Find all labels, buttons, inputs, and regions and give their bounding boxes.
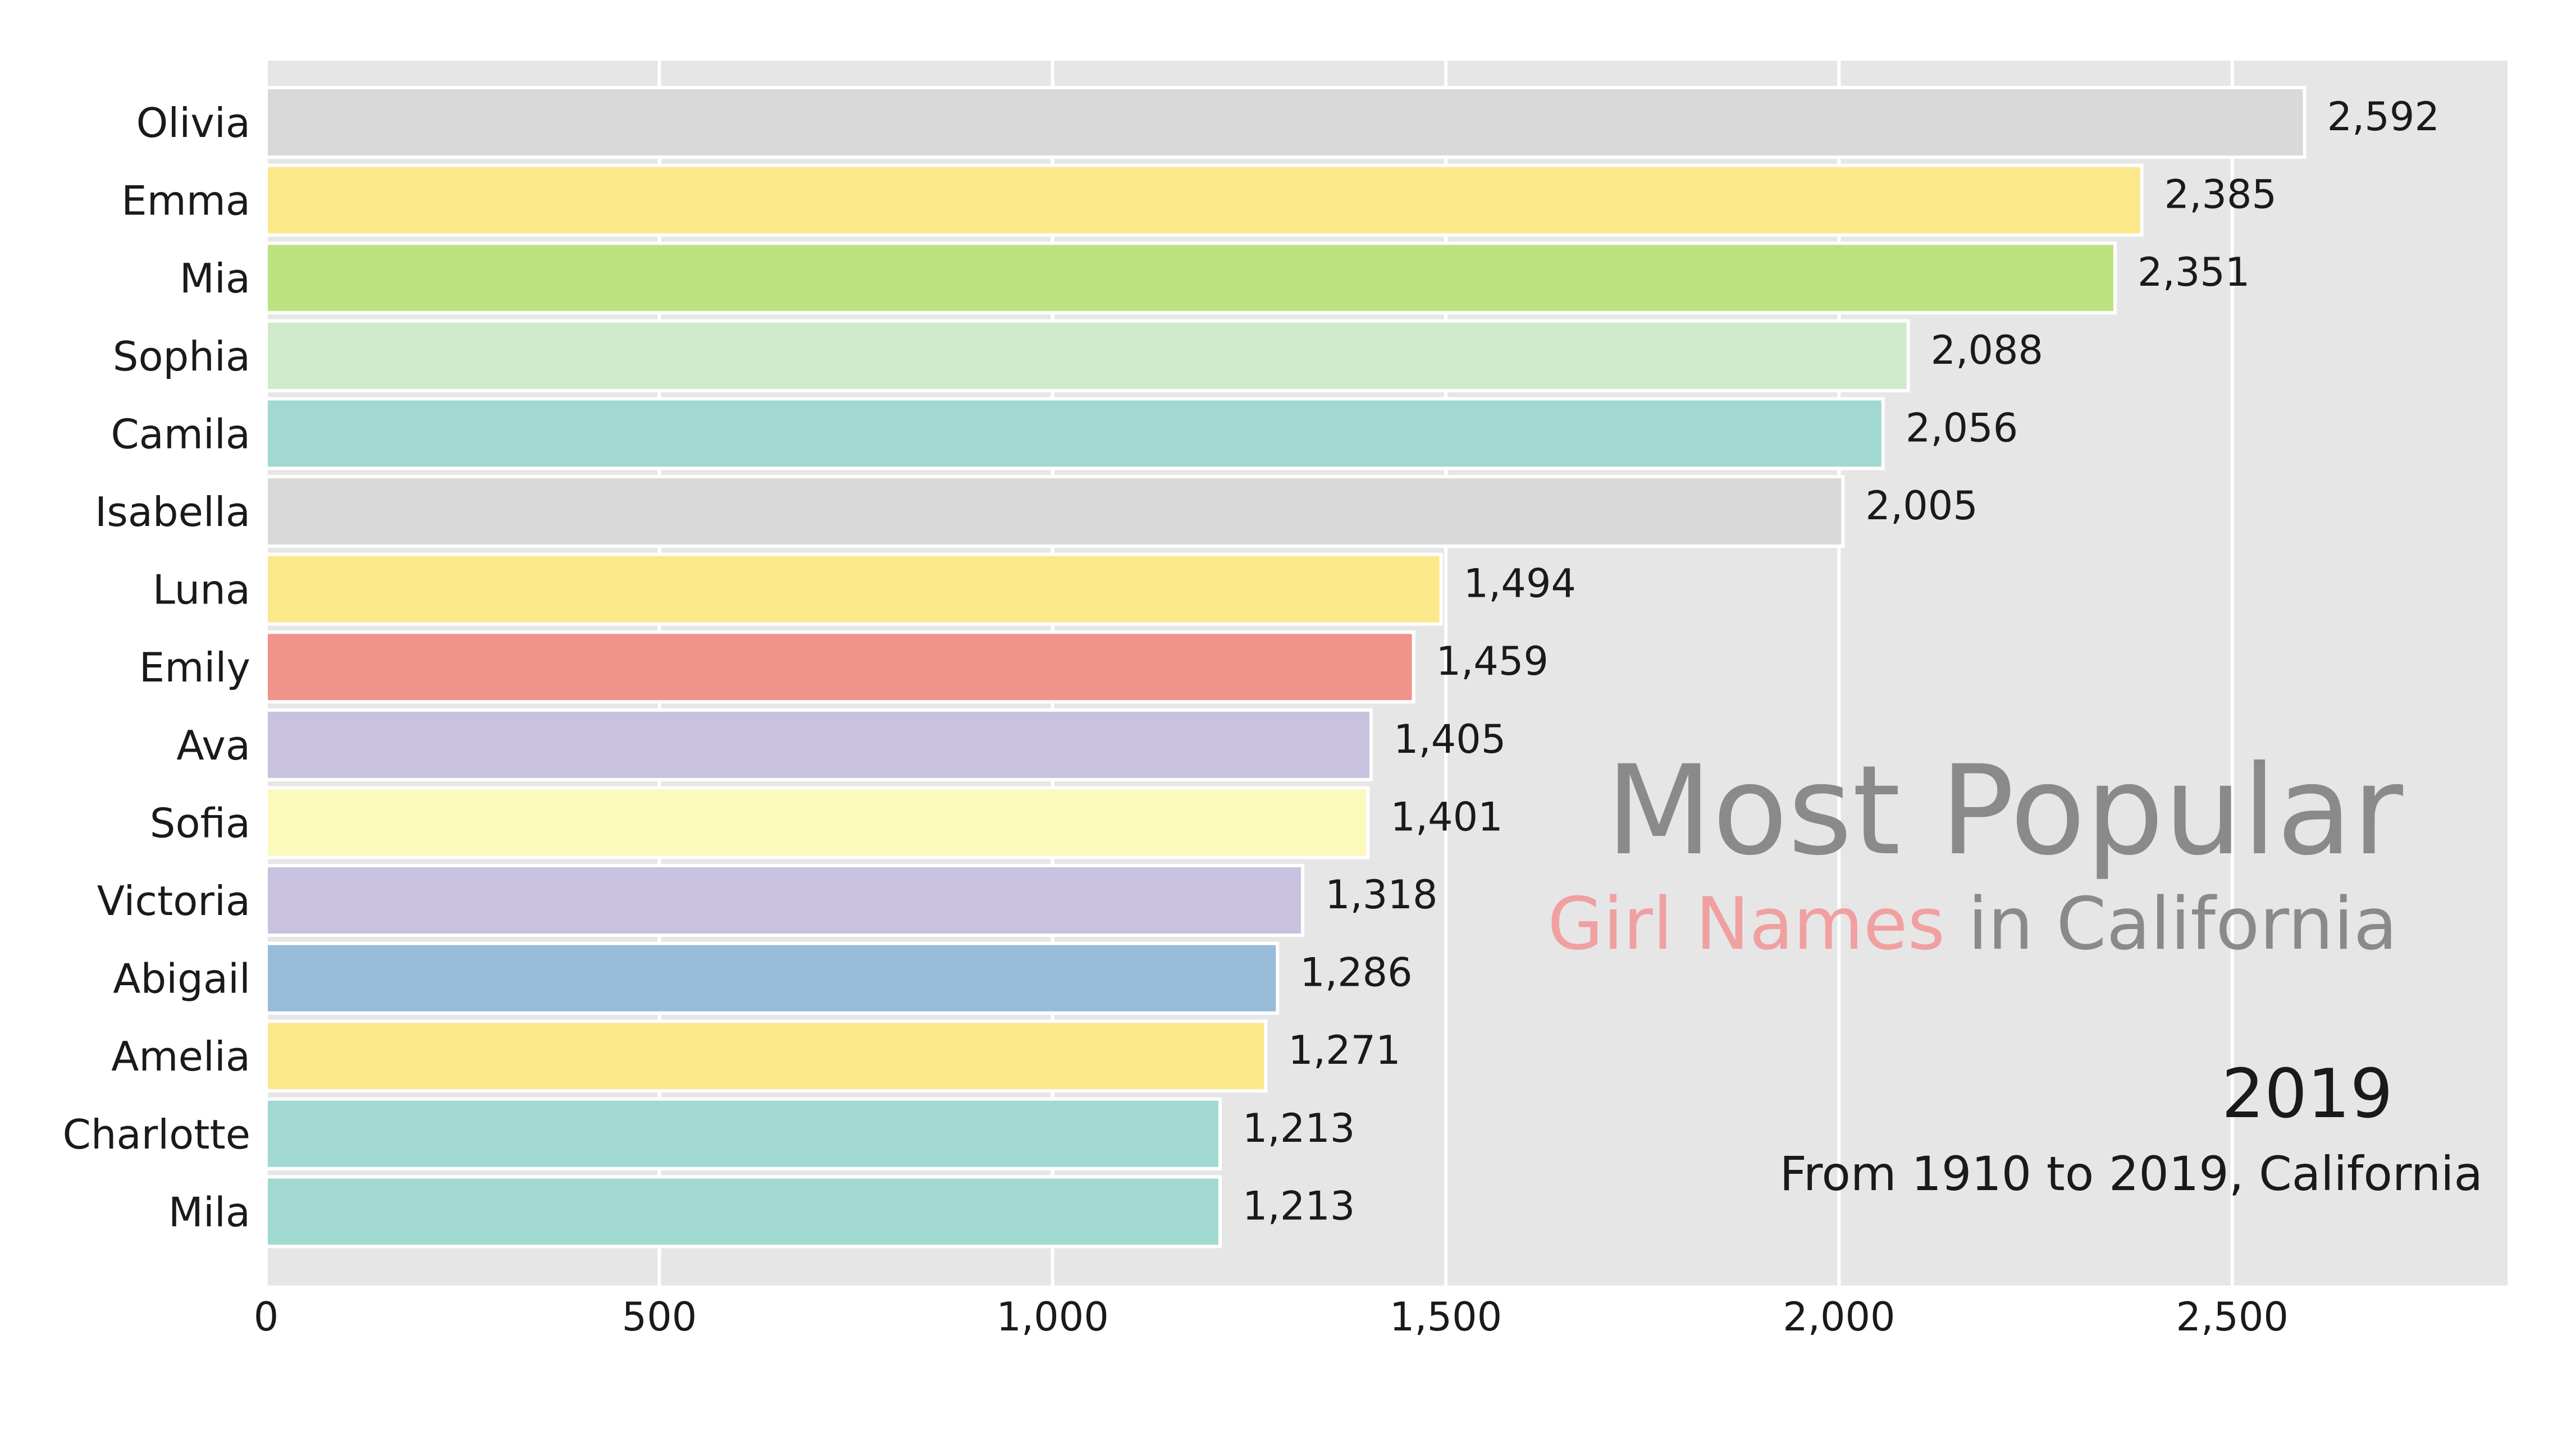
value-label: 2,005 — [1865, 483, 1977, 529]
year-label: 2019 — [2222, 1055, 2393, 1133]
value-label: 2,056 — [1906, 405, 2018, 451]
value-label: 1,318 — [1325, 872, 1437, 918]
bar — [264, 1097, 1222, 1170]
value-label: 1,213 — [1243, 1183, 1355, 1229]
value-label: 2,385 — [2164, 172, 2277, 218]
x-tick-label: 500 — [622, 1294, 697, 1340]
category-label: Mia — [180, 255, 250, 302]
bar — [264, 319, 1910, 392]
subtitle-rest: in California — [1945, 882, 2397, 966]
category-label: Mila — [168, 1188, 250, 1236]
category-label: Emily — [139, 644, 250, 691]
x-axis-ticks: 0 500 1,000 1,500 2,000 2,500 — [254, 1294, 2289, 1340]
bar — [264, 552, 1443, 626]
category-label: Camila — [111, 410, 250, 458]
category-label: Abigail — [113, 955, 250, 1003]
category-label: Isabella — [95, 488, 250, 536]
category-label: Olivia — [136, 99, 250, 147]
category-label: Sophia — [113, 333, 250, 380]
x-tick-label: 1,500 — [1390, 1294, 1502, 1340]
bar — [264, 864, 1305, 937]
chart-subtitle: Girl Names in California — [1547, 882, 2397, 966]
category-label: Sofia — [150, 799, 250, 847]
x-tick-label: 1,000 — [996, 1294, 1108, 1340]
bar — [264, 241, 2117, 315]
value-label: 2,351 — [2137, 249, 2250, 295]
bar — [264, 397, 1885, 470]
value-label: 2,592 — [2327, 94, 2440, 140]
chart-title: Most Popular — [1606, 739, 2404, 882]
x-tick-label: 2,000 — [1783, 1294, 1895, 1340]
value-label: 1,494 — [1464, 561, 1576, 607]
bar — [264, 86, 2306, 159]
category-label: Amelia — [111, 1033, 250, 1080]
category-label: Emma — [121, 177, 250, 225]
value-label: 1,405 — [1394, 716, 1506, 762]
category-label: Ava — [176, 722, 250, 769]
value-label: 1,286 — [1300, 950, 1412, 996]
caption-label: From 1910 to 2019, California — [1780, 1146, 2483, 1201]
bar — [264, 941, 1280, 1015]
bar — [264, 708, 1373, 781]
x-tick-label: 2,500 — [2176, 1294, 2289, 1340]
subtitle-highlight: Girl Names — [1547, 882, 1945, 966]
bar — [264, 1175, 1222, 1248]
bar — [264, 1019, 1268, 1093]
bar — [264, 163, 2144, 237]
value-label: 1,213 — [1243, 1105, 1355, 1151]
value-label: 2,088 — [1931, 327, 2043, 373]
value-labels: 2,592 2,385 2,351 2,088 2,056 2,005 1,494 1,459… — [1243, 94, 2440, 1229]
bar — [264, 475, 1845, 548]
category-label: Luna — [153, 566, 250, 614]
value-label: 1,401 — [1390, 794, 1502, 840]
bar — [264, 630, 1415, 704]
x-tick-label: 0 — [254, 1294, 279, 1340]
category-label: Victoria — [97, 877, 250, 925]
category-label: Charlotte — [63, 1111, 250, 1158]
category-labels: Olivia Emma Mia Sophia Camila Isabella Luna Emi… — [63, 99, 250, 1236]
bar — [264, 786, 1370, 859]
bars — [264, 86, 2306, 1248]
value-label: 1,459 — [1436, 638, 1549, 684]
value-label: 1,271 — [1288, 1027, 1400, 1073]
